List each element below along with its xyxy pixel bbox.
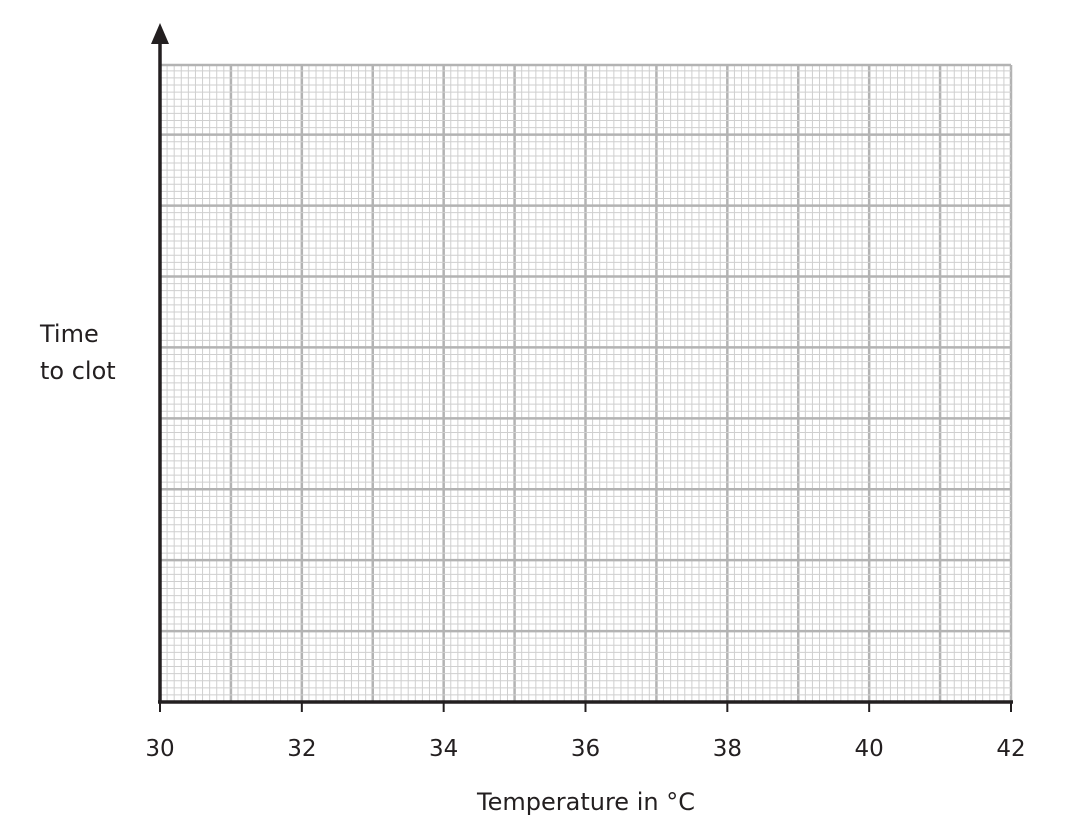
x-tick-label: 30 — [145, 736, 174, 762]
x-axis-label: Temperature in °C — [476, 788, 695, 816]
y-axis-arrow — [151, 23, 169, 44]
y-axis-label: Time — [39, 320, 99, 348]
graph-grid — [158, 63, 1013, 704]
x-tick-label: 40 — [855, 736, 884, 762]
x-tick-label: 38 — [713, 736, 742, 762]
x-tick-label: 36 — [571, 736, 600, 762]
y-axis-label: to clot — [40, 357, 116, 385]
x-tick-label: 34 — [429, 736, 458, 762]
x-tick-label: 32 — [287, 736, 316, 762]
x-tick-label: 42 — [996, 736, 1025, 762]
